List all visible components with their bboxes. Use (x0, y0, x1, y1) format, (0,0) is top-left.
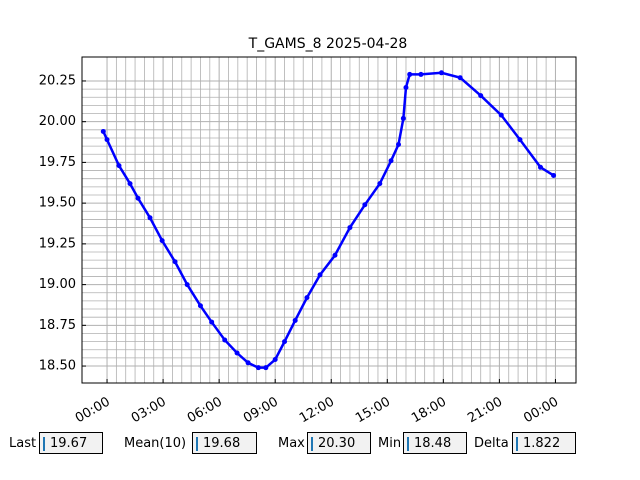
text-box[interactable]: 20.30 (307, 432, 371, 454)
y-tick-label: 19.25 (39, 236, 76, 251)
data-point (400, 115, 406, 121)
plot-frame (81, 56, 577, 384)
x-tick-label: 03:00 (129, 395, 169, 425)
data-point (245, 360, 251, 366)
data-point (255, 365, 261, 371)
x-tick-label: 18:00 (409, 395, 449, 425)
y-tick-label: 18.75 (39, 318, 76, 333)
data-point (263, 365, 269, 371)
data-point (407, 71, 413, 77)
data-point (396, 141, 402, 147)
y-tick-label: 18.50 (39, 359, 76, 374)
data-point (116, 163, 122, 169)
data-point (100, 128, 106, 134)
data-point (438, 70, 444, 76)
widget-label: Mean(10) (124, 436, 187, 451)
data-point (304, 295, 310, 301)
y-tick-label: 19.75 (39, 155, 76, 170)
x-tick-label: 09:00 (241, 395, 281, 425)
y-tick-label: 20.00 (39, 114, 76, 129)
x-tick-label: 00:00 (73, 395, 113, 425)
x-tick-label: 06:00 (185, 395, 225, 425)
x-tick-label: 15:00 (353, 395, 393, 425)
data-point (457, 75, 463, 81)
data-point (362, 202, 368, 208)
y-tick-label: 20.25 (39, 73, 76, 88)
data-point (538, 164, 544, 170)
y-tick-label: 19.00 (39, 277, 76, 292)
x-tick-label: 12:00 (297, 395, 337, 425)
data-point (551, 172, 557, 178)
data-point (403, 84, 409, 90)
widget-label: Last (9, 436, 37, 451)
data-point (388, 158, 394, 164)
data-point (127, 181, 133, 187)
widget-label: Min (378, 436, 402, 451)
data-point (234, 350, 240, 356)
data-point (478, 93, 484, 99)
data-point (184, 282, 190, 288)
text-box[interactable]: 1.822 (512, 432, 576, 454)
data-point (104, 137, 110, 143)
data-point (292, 317, 298, 323)
data-point (135, 195, 141, 201)
chart: T_GAMS_8 2025-04-28 18.50 18.75 19.00 19.25… (39, 36, 577, 425)
widget-label: Max (278, 436, 305, 451)
data-point (222, 337, 228, 343)
data-point (317, 272, 323, 278)
widget-label: Delta (474, 436, 509, 451)
text-box[interactable]: 18.48 (403, 432, 467, 454)
data-point (159, 238, 165, 244)
data-point (347, 225, 353, 231)
x-tick-label: 00:00 (521, 395, 561, 425)
data-point (498, 112, 504, 118)
y-tick-label: 19.50 (39, 196, 76, 211)
data-point (147, 215, 153, 221)
data-point (418, 71, 424, 77)
data-point (197, 303, 203, 309)
data-point (377, 181, 383, 187)
data-point (209, 319, 215, 325)
data-point (272, 357, 278, 363)
data-point (517, 137, 523, 143)
data-point (172, 259, 178, 265)
text-box[interactable]: 19.68 (192, 432, 257, 454)
data-point (282, 339, 288, 345)
text-box[interactable]: 19.67 (39, 432, 103, 454)
chart-title: T_GAMS_8 2025-04-28 (248, 36, 408, 52)
data-point (332, 252, 338, 258)
x-tick-label: 21:00 (465, 395, 505, 425)
data-line (102, 71, 555, 369)
